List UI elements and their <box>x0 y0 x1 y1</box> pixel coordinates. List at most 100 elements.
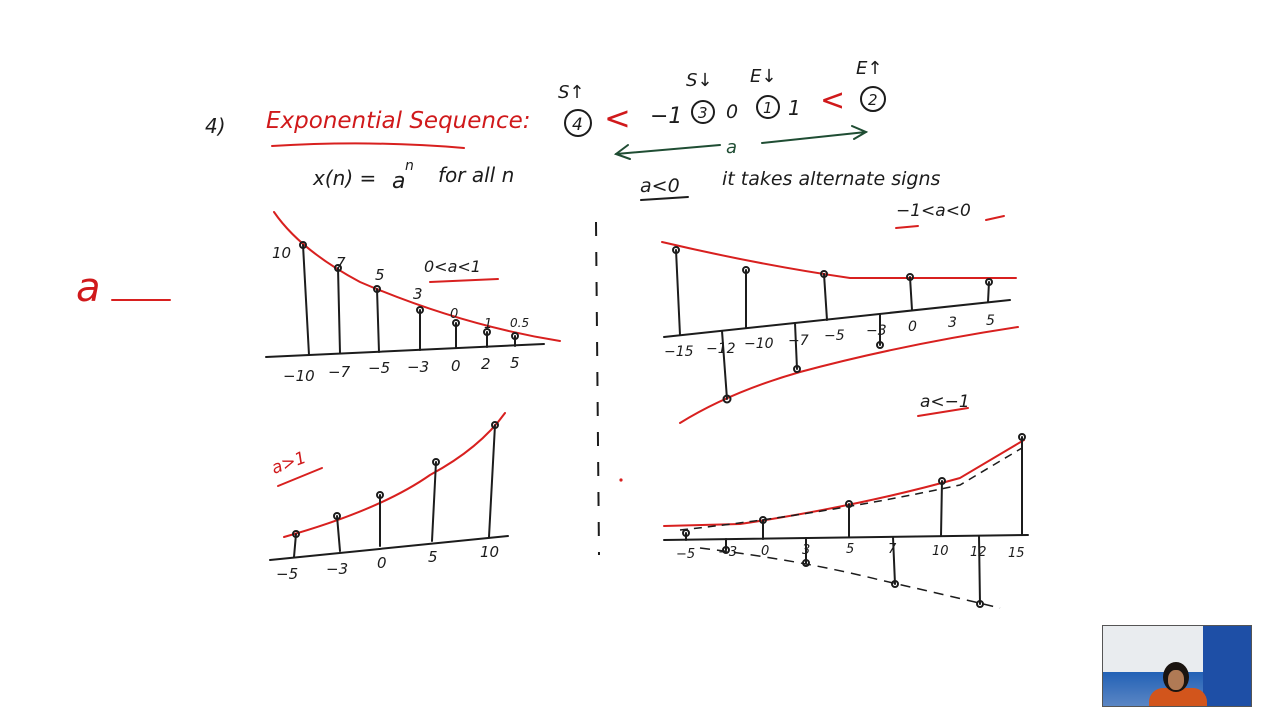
formula-lhs: x(n) = <box>312 166 376 190</box>
tick-label: 10 <box>932 544 949 559</box>
graph-growing: −5 −3 0 5 10 a>1 <box>269 412 509 583</box>
point-label: 10 <box>272 244 291 262</box>
stem-point <box>938 477 946 485</box>
tick-label: −15 <box>664 344 694 360</box>
cond-a-neg-underline <box>640 196 689 201</box>
section-title: Exponential Sequence: <box>266 108 531 134</box>
stem-point <box>682 529 690 537</box>
region4-label: 4 <box>572 115 583 135</box>
webcam-shelf <box>1203 626 1251 706</box>
tick-label: −7 <box>788 333 809 349</box>
stem-point <box>793 365 801 373</box>
stem <box>337 267 341 354</box>
lt-sign-right: < <box>820 83 845 118</box>
label-st: S↑ <box>558 82 585 103</box>
envelope-br-dashed-upper <box>679 447 1023 531</box>
stems-bl <box>292 421 499 558</box>
alternate-signs-text: it takes alternate signs <box>722 168 941 190</box>
presenter-webcam <box>1102 625 1252 707</box>
tick-label: 5 <box>846 542 854 557</box>
stem <box>794 322 798 370</box>
one-mark: 1 <box>788 96 801 120</box>
tick-label: 3 <box>948 315 957 331</box>
region3-label: 3 <box>698 104 708 122</box>
stem-point <box>452 319 460 327</box>
tick-label: 5 <box>986 313 995 329</box>
ticks-br: −5 −3 0 3 5 7 10 12 15 <box>676 542 1025 562</box>
stem-point <box>845 500 853 508</box>
graph-alternating-growth: −5 −3 0 3 5 7 10 12 15 a<−1 <box>663 392 1029 609</box>
tick-label: 3 <box>802 543 810 558</box>
stem-point <box>722 394 732 404</box>
stem-point <box>906 273 914 281</box>
stem-point <box>376 491 384 499</box>
stem-point <box>876 341 884 349</box>
stem <box>892 536 896 585</box>
stems-tr <box>672 246 993 404</box>
stem-point <box>483 328 491 336</box>
stem-point <box>299 241 307 249</box>
region4-circle <box>564 109 592 137</box>
point-labels-tl: 10 7 5 3 0 1 0.5 <box>272 244 529 332</box>
stem-point <box>722 546 730 554</box>
formula-tail: for all n <box>438 163 514 187</box>
cond-bl-underline <box>277 467 323 487</box>
tick-label: −5 <box>276 565 298 583</box>
tick-label: −12 <box>706 341 736 357</box>
tick-label: 0 <box>761 544 769 559</box>
stem <box>940 480 943 537</box>
region1-circle <box>756 95 780 119</box>
tick-label: 15 <box>1008 546 1025 561</box>
cond-bl: a>1 <box>269 448 309 479</box>
tick-label: 10 <box>480 543 499 561</box>
region2-circle <box>860 86 886 112</box>
envelope-br-dashed-lower <box>699 547 1001 609</box>
stem <box>376 288 380 353</box>
point-label: 5 <box>375 266 385 284</box>
tick-label: −5 <box>676 547 695 562</box>
cond-br: a<−1 <box>920 392 970 412</box>
tick-label: −5 <box>368 359 390 377</box>
cond-tl-underline <box>429 278 499 283</box>
stem <box>675 249 681 336</box>
ticks-tl: −10 −7 −5 −3 0 2 5 <box>283 354 520 385</box>
minus-one: −1 <box>650 104 682 129</box>
stem-point <box>292 530 300 538</box>
stem <box>302 244 310 356</box>
tick-label: 5 <box>510 354 520 372</box>
tick-label: 0 <box>908 319 917 335</box>
webcam-presenter-body <box>1149 688 1207 706</box>
graph-decaying: 10 7 5 3 0 1 0.5 −10 −7 −5 −3 0 2 5 0<a<… <box>265 211 561 385</box>
axis-br <box>663 534 1029 541</box>
cond-tr-underline-left <box>895 225 919 229</box>
stem-point <box>491 421 499 429</box>
stem <box>336 515 341 552</box>
stem-point <box>742 266 750 274</box>
panel-divider <box>595 221 600 556</box>
title-underline <box>271 142 465 149</box>
tick-label: 2 <box>481 355 491 373</box>
stem-point <box>333 512 341 520</box>
stem-point <box>1018 433 1026 441</box>
region2-label: 2 <box>868 91 878 109</box>
stem <box>488 424 496 538</box>
stems-tl <box>299 241 519 356</box>
stem-point <box>891 580 899 588</box>
stem-point <box>416 306 424 314</box>
stem <box>978 535 981 605</box>
right-arrowhead <box>851 125 869 140</box>
point-label: 0.5 <box>510 316 529 330</box>
tick-label: 7 <box>888 542 897 557</box>
tick-label: −10 <box>283 367 315 385</box>
point-label: 7 <box>336 254 346 272</box>
zero-mark: 0 <box>726 101 738 123</box>
left-arrow-shaft <box>615 144 721 155</box>
formula-exponent: n <box>405 158 414 174</box>
side-mark-a: a <box>76 265 101 311</box>
cond-a-neg: a<0 <box>640 175 680 197</box>
stem <box>823 273 828 321</box>
point-label: 1 <box>484 317 492 332</box>
cond-tr-underline-right <box>985 215 1005 221</box>
axis-bl <box>269 535 509 561</box>
